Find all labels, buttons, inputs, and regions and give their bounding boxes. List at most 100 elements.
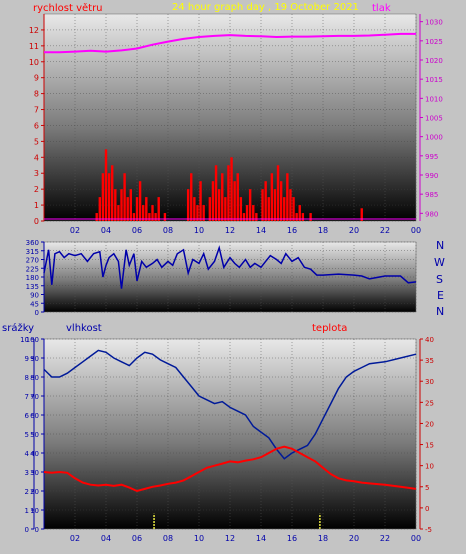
y-tick-label: 25 (425, 399, 434, 407)
x-tick-label: 18 (318, 226, 328, 235)
temperature-line (43, 445, 417, 493)
wind-speed-bar (104, 149, 108, 221)
y-tick-label: 2 (25, 488, 29, 496)
y-tick-label: 8 (34, 90, 39, 99)
y-tick-label: 1025 (425, 38, 443, 46)
wind-speed-bar (142, 205, 145, 221)
y-tick-label: 12 (29, 26, 39, 35)
wind-speed-bar (211, 181, 215, 221)
chart-title: 24 hour graph day , 19 October 2021 (172, 2, 359, 13)
humidity-label: vlhkost (66, 323, 102, 334)
wind-speed-bar (301, 213, 305, 221)
y-tick-label: 7 (25, 393, 29, 401)
y-tick-label: 980 (425, 210, 438, 218)
y-tick-label: 270 (26, 257, 39, 265)
wind-speed-bar (148, 213, 151, 221)
x-tick-label: 02 (70, 226, 80, 235)
y-tick-label: 1030 (425, 19, 443, 27)
x-tick-label: 10 (194, 226, 204, 235)
wind-speed-bar (208, 197, 212, 221)
wind-speed-bar (190, 173, 193, 221)
y-tick-label: 45 (30, 300, 39, 308)
y-tick-label: 0 (35, 526, 39, 534)
x-tick-label: 16 (287, 226, 297, 235)
wind-speed-bar (230, 157, 233, 221)
y-tick-label: 10 (425, 463, 434, 471)
y-tick-label: 6 (25, 412, 30, 420)
x-tick-label: 20 (349, 534, 359, 543)
x-tick-label: 12 (225, 226, 235, 235)
y-tick-label: 3 (25, 469, 29, 477)
y-tick-label: 10 (20, 336, 29, 344)
wind-speed-bar (107, 173, 111, 221)
wind-speed-bar (157, 197, 160, 221)
y-tick-label: 180 (26, 274, 39, 282)
y-tick-label: 1 (25, 507, 29, 515)
wind-speed-label: rychlost větru (33, 2, 103, 14)
wind-speed-bar (138, 181, 142, 221)
wind-speed-bar (360, 208, 363, 221)
wind-pressure-plot-area (43, 13, 417, 222)
wind-speed-bar (111, 165, 114, 221)
wind-speed-bar (135, 197, 139, 221)
y-tick-label: 5 (425, 484, 429, 492)
wind-speed-bar (236, 173, 239, 221)
wind-speed-bar (186, 189, 190, 221)
y-tick-label: 10 (29, 58, 39, 67)
y-tick-label: 0 (425, 505, 429, 513)
compass-n-bottom: N (436, 305, 444, 318)
y-tick-label: 1005 (425, 115, 443, 123)
y-tick-label: 225 (26, 265, 39, 273)
y-tick-label: 20 (425, 420, 434, 428)
wind-speed-bar (126, 197, 129, 221)
y-tick-label: 70 (30, 393, 39, 401)
wind-speed-bar (273, 189, 277, 221)
pressure-line (44, 32, 416, 54)
wind-speed-bar (227, 165, 230, 221)
wind-speed-bar (252, 205, 255, 221)
wind-speed-bar (196, 205, 199, 221)
wind-speed-bar (199, 181, 202, 221)
y-tick-label: 20 (30, 488, 39, 496)
wind-direction-line (43, 245, 417, 289)
wind-speed-bar (295, 213, 298, 221)
wind-speed-bar (309, 213, 312, 221)
y-tick-label: 90 (30, 292, 39, 300)
y-tick-label: 135 (26, 283, 39, 291)
compass-n-top: N (436, 239, 444, 252)
wind-speed-bar (279, 181, 283, 221)
x-tick-label: 08 (163, 226, 173, 235)
y-tick-label: 11 (29, 42, 39, 51)
wind-speed-bar (233, 181, 236, 221)
x-tick-label: 16 (287, 534, 297, 543)
x-tick-label: 04 (101, 226, 111, 235)
x-tick-label: 04 (101, 534, 111, 543)
wind-speed-bar (267, 197, 270, 221)
wind-speed-bar (245, 205, 249, 221)
x-tick-label: 10 (194, 534, 204, 543)
y-tick-label: 1015 (425, 76, 443, 84)
wind-speed-bar (261, 189, 264, 221)
wind-speed-bar (239, 197, 243, 221)
wind-speed-bar (151, 205, 154, 221)
wind-speed-bar (163, 213, 167, 221)
x-tick-label: 12 (225, 534, 235, 543)
y-tick-label: 1020 (425, 57, 443, 65)
y-tick-label: 0 (35, 309, 39, 317)
wind-speed-bar (193, 197, 196, 221)
humidity-line (43, 349, 417, 460)
x-tick-label: 06 (132, 226, 142, 235)
x-tick-label: 00 (411, 534, 421, 543)
compass-s: S (436, 273, 443, 286)
wind-speed-bar (242, 213, 246, 221)
y-tick-label: 7 (34, 106, 39, 115)
wind-speed-bar (248, 189, 252, 221)
y-tick-label: 360 (26, 239, 39, 247)
temperature-label: teplota (312, 323, 347, 334)
wind-speed-bar (221, 173, 224, 221)
wind-speed-bar (214, 165, 218, 221)
pressure-label: tlak (372, 3, 391, 14)
wind-speed-bar (289, 189, 292, 221)
chart-marks: 0202040406060808101012121414161618182020… (20, 14, 443, 543)
y-tick-label: 1000 (425, 134, 443, 142)
